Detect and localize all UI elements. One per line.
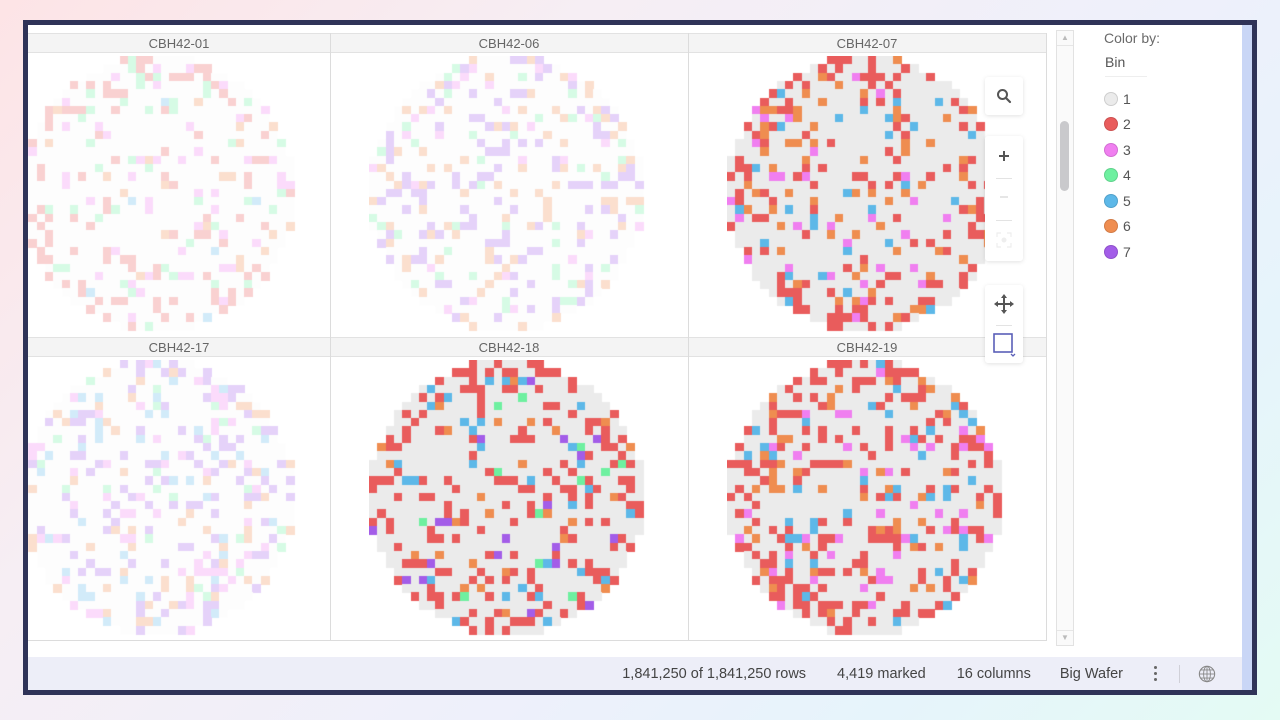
- legend-color-swatch: [1104, 244, 1118, 259]
- column-count: 16 columns: [956, 665, 1031, 682]
- color-by-field-selector[interactable]: Bin: [1105, 54, 1147, 77]
- legend-item-bin-5[interactable]: 5: [1104, 188, 1248, 214]
- panel-header-2: CBH42-07: [688, 33, 1046, 53]
- wafer-map-cbh42-01[interactable]: [28, 56, 296, 332]
- search-tool-group: [985, 77, 1023, 115]
- zoom-out-icon: [1000, 196, 1008, 198]
- wafer-trellis-visualization[interactable]: CBH42-01 CBH42-06 CBH42-07 CBH42-17 CBH4…: [28, 33, 1051, 645]
- globe-icon[interactable]: [1198, 665, 1216, 683]
- wafer-map-cbh42-18[interactable]: [369, 360, 645, 636]
- panel-header-0: CBH42-01: [28, 33, 330, 53]
- legend-label: 5: [1123, 192, 1131, 209]
- zoom-out-button[interactable]: [985, 182, 1023, 212]
- status-separator: [1179, 664, 1180, 683]
- panel-divider: [330, 33, 331, 641]
- toolbar-separator: [996, 178, 1012, 179]
- panel-header-5: CBH42-19: [688, 337, 1046, 357]
- legend-label: 1: [1123, 90, 1131, 107]
- wafer-map-cbh42-19[interactable]: [727, 360, 1003, 636]
- color-legend: Color by: Bin 1 2 3 4 5 6 7: [1098, 30, 1248, 265]
- pan-icon: [994, 294, 1014, 314]
- zoom-tool-group: [985, 136, 1023, 261]
- panel-title: CBH42-01: [148, 36, 210, 51]
- legend-color-swatch: [1104, 117, 1118, 132]
- legend-color-swatch: [1104, 168, 1118, 183]
- pan-button[interactable]: [985, 287, 1023, 321]
- toolbar-separator: [996, 220, 1012, 221]
- wafer-map-cbh42-17[interactable]: [28, 360, 296, 636]
- toolbar-separator: [996, 325, 1012, 326]
- legend-item-bin-7[interactable]: 7: [1104, 239, 1248, 265]
- legend-item-bin-3[interactable]: 3: [1104, 137, 1248, 163]
- legend-item-bin-2[interactable]: 2: [1104, 112, 1248, 138]
- scroll-thumb[interactable]: [1060, 121, 1069, 191]
- search-button[interactable]: [985, 77, 1023, 115]
- reset-zoom-icon: [996, 232, 1012, 248]
- legend-item-bin-1[interactable]: 1: [1104, 86, 1248, 112]
- reset-zoom-button[interactable]: [985, 224, 1023, 256]
- legend-item-bin-6[interactable]: 6: [1104, 214, 1248, 240]
- wafer-map-cbh42-06[interactable]: [369, 56, 645, 332]
- panel-header-4: CBH42-18: [330, 337, 688, 357]
- legend-label: 2: [1123, 116, 1131, 133]
- selection-tool-group: [985, 285, 1023, 363]
- search-icon: [997, 89, 1012, 104]
- legend-items: 1 2 3 4 5 6 7: [1098, 86, 1248, 265]
- row-count: 1,841,250 of 1,841,250 rows: [622, 665, 807, 682]
- panel-title: CBH42-07: [836, 36, 898, 51]
- panel-divider: [28, 640, 1047, 641]
- legend-item-bin-4[interactable]: 4: [1104, 163, 1248, 189]
- legend-label: 4: [1123, 167, 1131, 184]
- legend-color-swatch: [1104, 91, 1118, 106]
- trellis-bottom-gap: [28, 645, 1051, 659]
- rectangle-select-button[interactable]: [985, 327, 1023, 361]
- more-options-icon[interactable]: [1147, 666, 1163, 681]
- rectangle-select-icon: [993, 333, 1016, 357]
- scroll-up-arrow[interactable]: ▲: [1057, 31, 1073, 46]
- panel-title: CBH42-17: [148, 340, 210, 355]
- panel-title: CBH42-18: [478, 340, 540, 355]
- panel-title: CBH42-06: [478, 36, 540, 51]
- scroll-down-arrow[interactable]: ▼: [1057, 630, 1073, 645]
- panel-divider: [688, 33, 689, 641]
- marked-count[interactable]: 4,419 marked: [837, 665, 926, 682]
- legend-color-swatch: [1104, 219, 1118, 234]
- status-bar: 1,841,250 of 1,841,250 rows 4,419 marked…: [28, 657, 1242, 690]
- data-source-name[interactable]: Big Wafer: [1059, 665, 1123, 682]
- legend-color-swatch: [1104, 193, 1118, 208]
- panel-header-3: CBH42-17: [28, 337, 330, 357]
- legend-label: 3: [1123, 141, 1131, 158]
- wafer-map-cbh42-07[interactable]: [727, 56, 1003, 332]
- legend-label: 6: [1123, 218, 1131, 235]
- trellis-vertical-scrollbar[interactable]: ▲ ▼: [1056, 30, 1074, 646]
- zoom-in-button[interactable]: [985, 140, 1023, 172]
- panel-title: CBH42-19: [836, 340, 898, 355]
- legend-label: 7: [1123, 243, 1131, 260]
- window-edge-strip: [1242, 25, 1252, 690]
- panel-divider: [1046, 33, 1047, 641]
- legend-color-swatch: [1104, 142, 1118, 157]
- legend-title: Color by:: [1104, 30, 1161, 46]
- zoom-in-icon: [999, 151, 1009, 161]
- panel-header-1: CBH42-06: [330, 33, 688, 53]
- app-window: CBH42-01 CBH42-06 CBH42-07 CBH42-17 CBH4…: [23, 20, 1257, 695]
